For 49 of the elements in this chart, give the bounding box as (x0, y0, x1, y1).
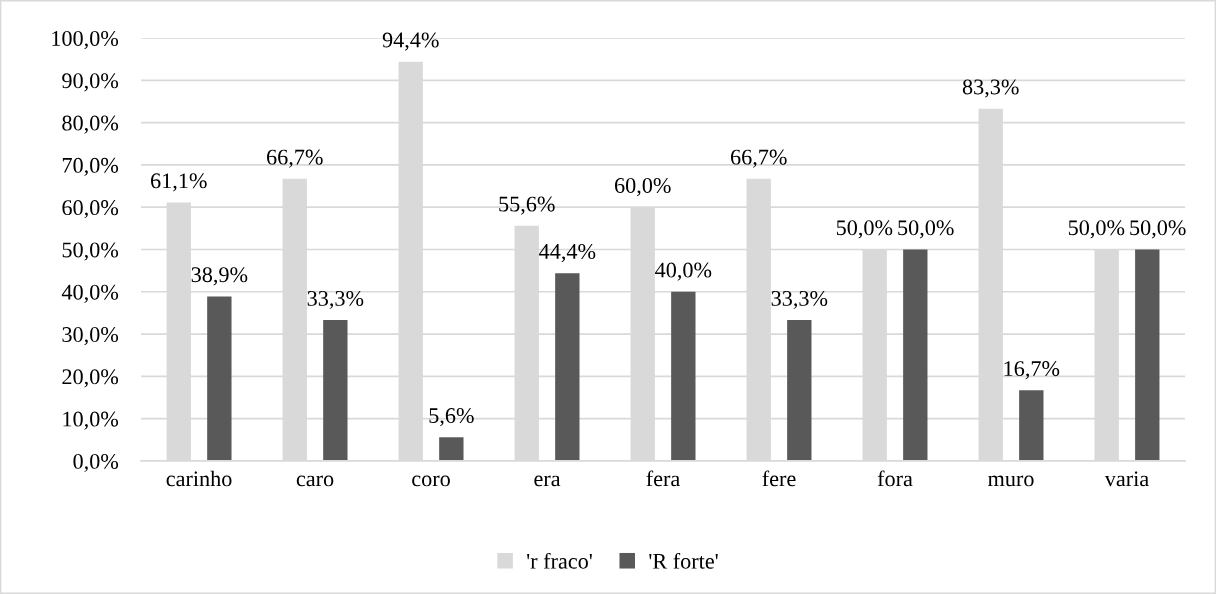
legend-label: 'r fraco' (527, 552, 592, 569)
data-label: 55,6% (499, 196, 555, 215)
data-label: 38,9% (191, 267, 248, 286)
y-tick-label: 100,0% (52, 30, 119, 50)
y-tick-label: 80,0% (62, 115, 119, 134)
data-label: 50,0% (1068, 220, 1125, 239)
x-tick-label: muro (988, 475, 1034, 487)
x-tick-label: fere (762, 470, 796, 487)
data-label: 50,0% (1130, 220, 1186, 239)
data-label: 60,0% (614, 177, 671, 197)
data-label: 33,3% (771, 290, 828, 310)
x-tick-label: caro (296, 475, 334, 487)
data-label: 66,7% (730, 149, 787, 168)
y-tick-label: 60,0% (62, 200, 119, 219)
data-label: 61,1% (151, 173, 207, 192)
y-tick-label: 20,0% (62, 369, 119, 388)
data-label: 5,6% (429, 408, 474, 427)
bar (323, 320, 348, 461)
y-tick-label: 90,0% (62, 73, 119, 92)
bar (1135, 249, 1160, 461)
bar (787, 320, 812, 461)
bar (207, 296, 232, 461)
data-label: 94,4% (382, 32, 439, 51)
bar (1019, 390, 1044, 461)
data-label: 16,7% (1004, 361, 1060, 380)
x-tick-label: era (534, 475, 561, 487)
data-label: 44,4% (539, 243, 596, 263)
y-tick-label: 70,0% (62, 157, 119, 177)
y-tick-label: 40,0% (61, 284, 119, 303)
data-label: 40,0% (655, 262, 712, 281)
x-tick-label: coro (412, 475, 450, 487)
data-label: 50,0% (898, 220, 954, 239)
y-tick-label: 30,0% (62, 327, 119, 346)
x-tick-label: carinho (166, 470, 232, 487)
data-label: 50,0% (836, 220, 893, 239)
x-tick-label: fora (877, 470, 913, 487)
y-tick-label: 10,0% (63, 411, 119, 430)
bar (671, 291, 696, 461)
x-tick-label: varia (1104, 471, 1149, 487)
bar (555, 273, 580, 461)
bar (903, 249, 928, 461)
bar (439, 437, 464, 461)
y-tick-label: 0,0% (73, 453, 119, 473)
data-label: 83,3% (962, 79, 1019, 98)
y-tick-label: 50,0% (62, 242, 119, 261)
data-label: 33,3% (307, 290, 364, 310)
legend-label: 'R forte' (649, 552, 718, 569)
x-tick-label: fera (646, 470, 680, 487)
data-label: 66,7% (267, 149, 323, 168)
